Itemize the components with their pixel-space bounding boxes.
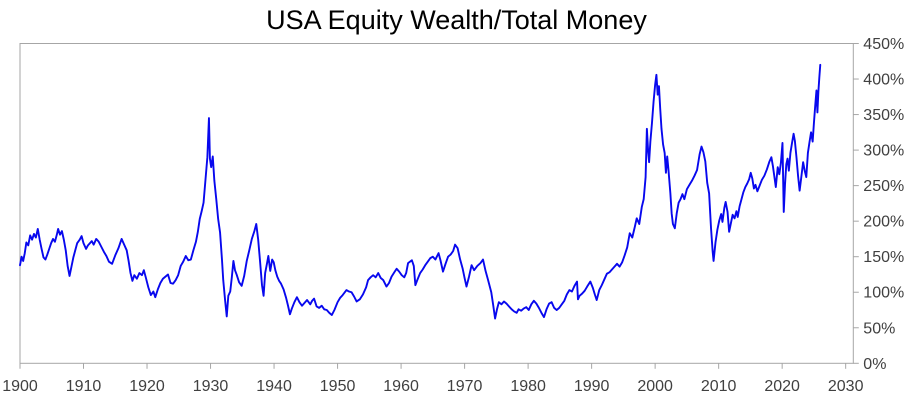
y-axis-tick-label: 0%: [863, 356, 886, 373]
x-axis-tick-label: 1920: [129, 378, 165, 395]
x-axis-tick-label: 1950: [320, 378, 356, 395]
x-axis-tick-label: 1970: [447, 378, 483, 395]
y-axis-tick-label: 100%: [863, 285, 904, 302]
y-axis-tick-label: 200%: [863, 214, 904, 231]
y-axis-tick-label: 50%: [863, 320, 895, 337]
x-axis-tick-label: 1980: [510, 378, 546, 395]
y-axis-tick-label: 250%: [863, 178, 904, 195]
x-axis-tick-label: 1990: [574, 378, 610, 395]
series-line-equity-wealth-to-total-money: [19, 63, 822, 320]
plot-area-border: [19, 43, 854, 364]
x-axis-tick-label: 2000: [637, 378, 673, 395]
y-axis-tick-label: 150%: [863, 249, 904, 266]
x-axis-tick-label: 1960: [383, 378, 419, 395]
x-axis-tick-label: 2010: [701, 378, 737, 395]
x-axis-tick-label: 1930: [193, 378, 229, 395]
y-axis-tick-label: 350%: [863, 107, 904, 124]
x-axis-tick-label: 1900: [2, 378, 38, 395]
chart-title: USA Equity Wealth/Total Money: [266, 5, 647, 35]
x-axis-tick-label: 1910: [66, 378, 102, 395]
y-axis-tick-label: 400%: [863, 72, 904, 89]
x-axis-tick-label: 1940: [256, 378, 292, 395]
x-axis-tick-label: 2020: [764, 378, 800, 395]
y-axis-tick-label: 300%: [863, 143, 904, 160]
x-axis-tick-label: 2030: [828, 378, 864, 395]
y-axis-tick-label: 450%: [863, 36, 904, 53]
